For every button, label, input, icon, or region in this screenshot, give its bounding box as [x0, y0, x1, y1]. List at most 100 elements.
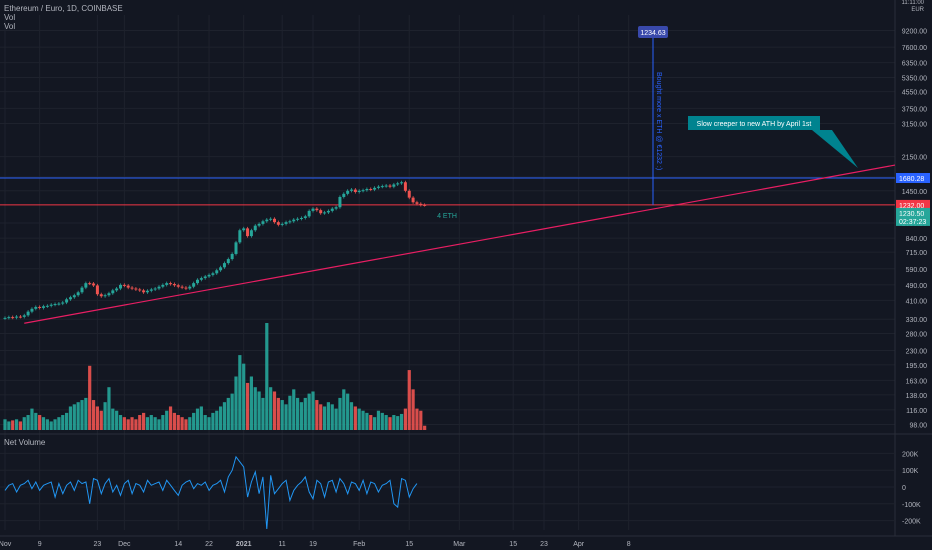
time-axis[interactable]: Nov 9 23 Dec 14 22 2021 11 19 Feb 15 Mar 15 23 Apr 8 [0, 541, 631, 548]
candle-body [242, 228, 246, 231]
price-tick-label: 7600.00 [902, 45, 927, 52]
volume-bar [407, 370, 411, 430]
candle-body [95, 285, 99, 295]
volume-bar [30, 408, 34, 430]
candle-body [350, 189, 353, 191]
volume-bar [22, 417, 26, 430]
volume-bar [45, 419, 49, 430]
candle-body [176, 285, 180, 287]
volume-legend-1[interactable]: Vol [4, 13, 16, 22]
axis-countdown: 11:11:00 [901, 0, 924, 6]
volume-bar [288, 395, 292, 430]
candle-body [80, 287, 84, 293]
grid-lines [0, 0, 932, 537]
volume-bar [311, 391, 315, 430]
price-tick-label: 138.00 [906, 393, 928, 400]
candle-body [145, 290, 149, 293]
volume-bar [361, 410, 365, 430]
volume-bar [380, 412, 384, 430]
netvol-tick-label: 0 [902, 485, 906, 492]
candle-body [419, 203, 423, 205]
candle-body [376, 186, 380, 188]
price-axis[interactable]: 9200.00 7600.00 6350.00 5350.00 4550.00 3750.… [896, 29, 930, 430]
volume-bar [142, 412, 146, 430]
candle-body [172, 284, 176, 286]
candle-body [3, 317, 7, 319]
time-tick-label: Feb [353, 541, 365, 548]
volume-bar [365, 412, 369, 430]
volume-bar [334, 408, 338, 430]
candle-body [273, 218, 276, 223]
candle-body [315, 208, 319, 211]
time-tick-label: 15 [405, 541, 413, 548]
volume-bar [299, 402, 304, 430]
volume-bar [157, 419, 161, 430]
volume-bar [103, 402, 107, 430]
candle-body [122, 284, 126, 286]
volume-bar [107, 387, 111, 430]
volume-bar [176, 415, 180, 430]
candle-body [30, 308, 34, 312]
time-tick-label: 9 [38, 541, 42, 548]
candle-body [22, 315, 26, 317]
time-tick-label: 19 [309, 541, 317, 548]
candle-body [284, 222, 288, 224]
volume-bar [349, 402, 354, 430]
candle-body [72, 295, 76, 298]
volume-bar [319, 404, 323, 430]
annotations[interactable]: 1234.63 Bought more x ETH @ €1232 :) 4 ETH… [437, 26, 858, 220]
candle-body [246, 228, 250, 237]
time-tick-label: 14 [174, 541, 182, 548]
volume-bar [265, 323, 269, 430]
volume-bar [68, 406, 73, 430]
time-tick-label: 22 [205, 541, 213, 548]
candle-body [253, 225, 257, 231]
volume-bar [373, 417, 377, 430]
time-tick-label: 11 [279, 541, 286, 548]
price-tick-label: 6350.00 [902, 61, 927, 68]
candle-body [130, 287, 134, 289]
symbol-title[interactable]: Ethereum / Euro, 1D, COINBASE [4, 4, 123, 13]
candle-body [319, 210, 323, 214]
volume-bar [130, 417, 134, 430]
volume-bar [211, 412, 215, 430]
volume-bar [192, 412, 196, 430]
horizontal-lines[interactable] [0, 177, 895, 206]
top-price-box: 1234.63 [640, 30, 665, 37]
candle-body [392, 184, 396, 187]
candle-body [388, 185, 392, 187]
callout-text: Slow creeper to new ATH by April 1st [697, 121, 812, 128]
volume-bar [34, 412, 38, 430]
netvol-tick-label: 100K [902, 468, 919, 475]
volume-bar [276, 397, 280, 430]
candle-body [61, 302, 65, 304]
price-badge-countdown-bg [896, 215, 930, 226]
candle-body [400, 182, 404, 184]
candle-body [380, 186, 384, 188]
candle-body [161, 284, 165, 287]
volume-bar [134, 419, 138, 430]
volume-bar [184, 419, 188, 430]
volume-bar [261, 397, 265, 430]
price-tick-label: 490.00 [906, 283, 928, 290]
candle-body [119, 284, 122, 289]
candle-body [68, 297, 72, 300]
candle-body [84, 283, 88, 288]
candle-body [261, 221, 265, 224]
volume-bar [7, 421, 11, 430]
net-volume-label[interactable]: Net Volume [4, 438, 46, 447]
trendline-group[interactable] [24, 164, 896, 324]
time-tick-label: 8 [627, 541, 631, 548]
chart-legend: Ethereum / Euro, 1D, COINBASE Vol Vol [4, 4, 123, 31]
volume-bar [226, 397, 230, 430]
time-tick-label: Dec [118, 541, 131, 548]
time-tick-label: 2021 [236, 541, 252, 548]
volume-legend-2[interactable]: Vol [4, 22, 16, 31]
volume-bar [115, 410, 119, 430]
volume-bar [91, 400, 96, 430]
candle-body [103, 295, 107, 297]
price-tick-label: 330.00 [906, 317, 928, 324]
candle-body [265, 219, 269, 222]
candle-body [365, 189, 369, 191]
